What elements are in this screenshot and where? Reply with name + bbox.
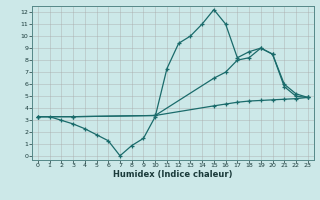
- X-axis label: Humidex (Indice chaleur): Humidex (Indice chaleur): [113, 170, 233, 179]
